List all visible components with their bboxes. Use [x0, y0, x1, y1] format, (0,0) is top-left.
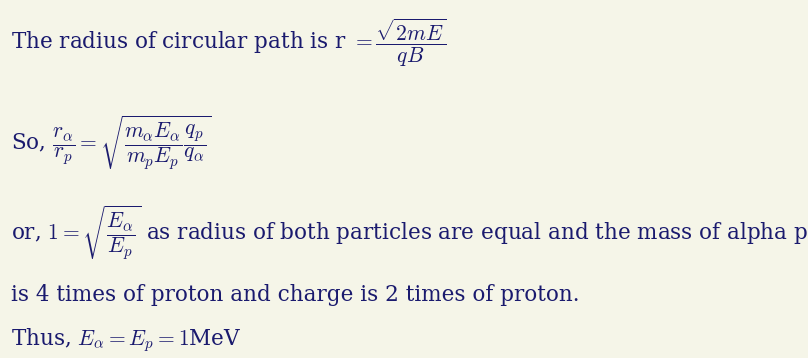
Text: The radius of circular path is r $= \dfrac{\sqrt{2mE}}{qB}$: The radius of circular path is r $= \dfr…	[11, 17, 445, 69]
Text: is 4 times of proton and charge is 2 times of proton.: is 4 times of proton and charge is 2 tim…	[11, 284, 579, 306]
Text: So, $\dfrac{r_{\alpha}}{r_{p}} = \sqrt{\dfrac{m_{\alpha}E_{\alpha}}{m_{p}E_{p}} : So, $\dfrac{r_{\alpha}}{r_{p}} = \sqrt{\…	[11, 114, 211, 173]
Text: Thus, $E_{\alpha} = E_{p} = 1$MeV: Thus, $E_{\alpha} = E_{p} = 1$MeV	[11, 326, 241, 354]
Text: or, $1 = \sqrt{\dfrac{E_{\alpha}}{E_{p}}}$ as radius of both particles are equal: or, $1 = \sqrt{\dfrac{E_{\alpha}}{E_{p}}…	[11, 203, 808, 262]
